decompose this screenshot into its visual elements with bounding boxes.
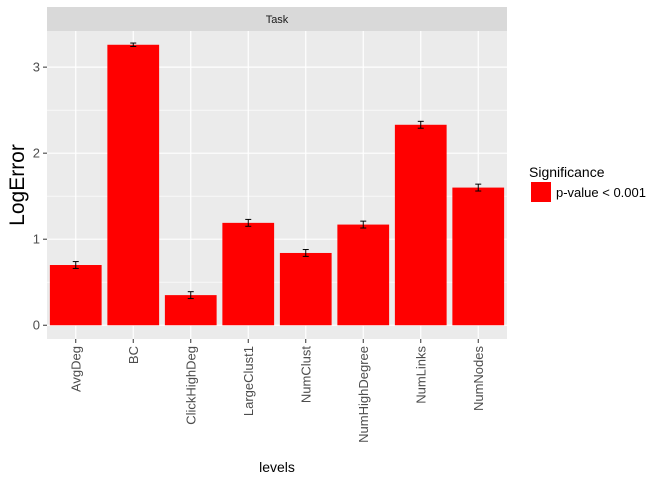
x-tick-label: NumLinks — [413, 346, 428, 404]
strip-background — [47, 7, 507, 31]
x-axis-title: levels — [259, 459, 295, 475]
error-bars — [72, 42, 482, 300]
bar — [222, 222, 275, 326]
x-tick-label: NumHighDegree — [356, 346, 371, 443]
bar — [452, 187, 505, 326]
x-tick-label: BC — [126, 346, 141, 364]
y-tick-label: 0 — [33, 318, 40, 333]
bar — [394, 124, 447, 326]
bar — [49, 265, 102, 326]
x-axis: AvgDeg BC ClickHighDeg LargeClust1 NumClust N… — [68, 339, 486, 443]
y-tick-label: 3 — [33, 60, 40, 75]
bar — [337, 224, 390, 326]
x-tick-label: LargeClust1 — [241, 346, 256, 416]
y-tick-label: 1 — [33, 232, 40, 247]
bar — [164, 295, 217, 326]
y-tick-label: 2 — [33, 146, 40, 161]
bar — [107, 44, 160, 326]
x-tick-label: NumClust — [298, 346, 313, 403]
x-tick-label: AvgDeg — [68, 346, 83, 392]
facet-strip-label: Task — [266, 14, 289, 26]
legend-label: p-value < 0.001 — [556, 185, 646, 200]
x-tick-label: ClickHighDeg — [183, 346, 198, 425]
y-axis: 0 1 2 3 — [33, 60, 47, 333]
bars — [49, 44, 505, 326]
x-tick-label: NumNodes — [471, 346, 486, 412]
legend-swatch — [531, 182, 551, 202]
y-axis-title: LogError — [6, 144, 29, 226]
bar — [279, 252, 332, 326]
legend-title: Significance — [529, 164, 605, 180]
